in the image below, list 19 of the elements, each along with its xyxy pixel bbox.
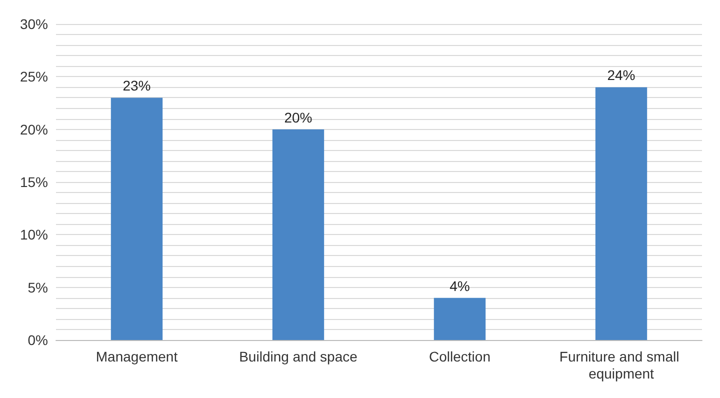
x-tick-label: Collection <box>429 348 490 364</box>
x-tick-label: Management <box>96 348 178 364</box>
data-label: 23% <box>122 78 151 94</box>
bar <box>595 87 648 340</box>
data-label: 4% <box>450 278 470 294</box>
data-label: 24% <box>607 67 636 84</box>
y-tick-label: 15% <box>20 174 48 190</box>
bar <box>272 129 324 340</box>
bar <box>434 298 486 340</box>
y-tick-label: 20% <box>20 121 48 138</box>
y-tick-label: 10% <box>20 226 48 243</box>
bar <box>110 98 163 340</box>
y-tick-label: 30% <box>20 16 48 32</box>
data-label: 20% <box>284 109 312 126</box>
x-tick-label: Furniture and small equipment <box>559 348 684 382</box>
x-tick-label: Building and space <box>239 348 358 364</box>
y-tick-label: 25% <box>20 68 48 85</box>
y-tick-label: 0% <box>28 332 48 348</box>
y-tick-label: 5% <box>28 279 48 296</box>
